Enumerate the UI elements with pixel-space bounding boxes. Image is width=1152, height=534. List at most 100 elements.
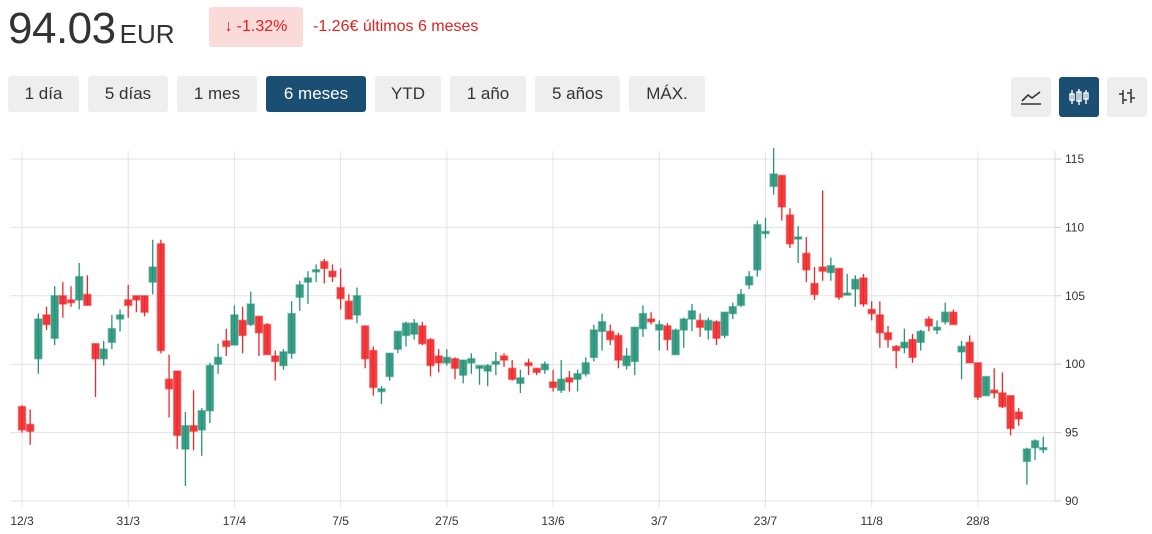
candle-body bbox=[91, 342, 100, 360]
candle-body bbox=[630, 326, 639, 363]
line-chart-button[interactable] bbox=[1011, 77, 1051, 117]
candle-body bbox=[940, 311, 950, 323]
candle-body bbox=[58, 295, 68, 305]
candle-body bbox=[916, 330, 925, 344]
candle-body bbox=[1039, 446, 1048, 451]
candle-body bbox=[320, 260, 329, 270]
range-ytd[interactable]: YTD bbox=[375, 76, 441, 112]
candle-body bbox=[99, 348, 108, 360]
candle-body bbox=[1022, 448, 1032, 463]
range-5-years[interactable]: 5 años bbox=[535, 76, 620, 112]
candle-body bbox=[908, 338, 917, 359]
candle-body bbox=[516, 377, 525, 385]
candle-body bbox=[540, 363, 550, 371]
range-selector: 1 día 5 días 1 mes 6 meses YTD 1 año 5 a… bbox=[8, 76, 705, 112]
candle-body bbox=[352, 295, 362, 316]
range-max[interactable]: MÁX. bbox=[629, 76, 705, 112]
candle-body bbox=[573, 373, 582, 380]
range-1-year[interactable]: 1 año bbox=[450, 76, 526, 112]
candle-body bbox=[434, 355, 443, 364]
candle-body bbox=[589, 329, 599, 359]
candle-body bbox=[458, 359, 468, 376]
x-tick-label: 3/7 bbox=[651, 514, 668, 528]
y-tick-label: 105 bbox=[1065, 289, 1085, 303]
candle-body bbox=[475, 364, 484, 370]
range-1-month[interactable]: 1 mes bbox=[177, 76, 257, 112]
candle-body bbox=[638, 312, 648, 330]
candle-body bbox=[973, 362, 983, 398]
candle-body bbox=[834, 267, 844, 298]
x-tick-label: 31/3 bbox=[117, 514, 141, 528]
candle-body bbox=[401, 322, 411, 337]
candle-body bbox=[483, 364, 492, 372]
candle-body bbox=[785, 214, 795, 245]
candle-body bbox=[548, 381, 558, 389]
candle-body bbox=[107, 327, 117, 344]
arrow-down-icon: ↓ bbox=[224, 18, 233, 35]
change-percent-badge: ↓ -1.32% bbox=[209, 7, 303, 47]
range-1-day[interactable]: 1 día bbox=[8, 76, 79, 112]
candle-body bbox=[467, 357, 476, 364]
x-tick-label: 17/4 bbox=[223, 514, 247, 528]
current-price: 94.03 EUR bbox=[8, 4, 175, 54]
candle-body bbox=[418, 325, 427, 345]
candle-body bbox=[597, 321, 607, 333]
candle-body bbox=[369, 349, 378, 389]
range-5-days[interactable]: 5 días bbox=[88, 76, 168, 112]
ohlc-chart-button[interactable] bbox=[1107, 77, 1147, 117]
change-percent: -1.32% bbox=[236, 18, 288, 35]
candle-body bbox=[303, 277, 313, 283]
candle-body bbox=[311, 269, 321, 273]
candle-body bbox=[989, 389, 999, 394]
candle-body bbox=[981, 375, 991, 397]
candle-body bbox=[254, 315, 264, 334]
candle-body bbox=[679, 318, 689, 331]
candle-body bbox=[74, 275, 84, 301]
candle-body bbox=[66, 299, 76, 304]
y-tick-label: 110 bbox=[1065, 220, 1084, 234]
x-tick-label: 13/6 bbox=[541, 514, 565, 528]
price-currency: EUR bbox=[119, 19, 175, 49]
x-tick-label: 23/7 bbox=[754, 514, 778, 528]
candle-body bbox=[25, 423, 35, 432]
candle-body bbox=[532, 367, 541, 374]
candle-body bbox=[900, 341, 909, 349]
candle-body bbox=[712, 321, 721, 339]
candlestick-chart-button[interactable] bbox=[1059, 77, 1099, 117]
candle-body bbox=[172, 370, 182, 437]
line-chart-icon bbox=[1021, 91, 1041, 105]
candle-body bbox=[377, 388, 386, 393]
candle-body bbox=[360, 325, 370, 360]
candle-body bbox=[744, 275, 754, 286]
candle-body bbox=[140, 295, 149, 313]
range-6-months[interactable]: 6 meses bbox=[266, 76, 366, 112]
candle-body bbox=[83, 293, 92, 307]
candle-body bbox=[998, 392, 1007, 408]
candle-body bbox=[1006, 394, 1015, 430]
candle-body bbox=[328, 270, 337, 278]
candle-body bbox=[793, 236, 803, 240]
candle-body bbox=[753, 223, 762, 271]
candle-body bbox=[156, 243, 166, 352]
candle-body bbox=[949, 311, 958, 326]
candle-body bbox=[450, 357, 460, 370]
candle-body bbox=[891, 345, 901, 352]
candle-body bbox=[556, 378, 566, 391]
x-tick-label: 27/5 bbox=[435, 514, 459, 528]
candle-body bbox=[393, 330, 403, 350]
candle-body bbox=[148, 266, 157, 283]
candle-body bbox=[271, 355, 280, 363]
change-amount: -1.26€ últimos 6 meses bbox=[313, 18, 479, 35]
candle-body bbox=[50, 295, 59, 339]
candle-body bbox=[883, 331, 893, 341]
y-tick-label: 115 bbox=[1065, 152, 1084, 166]
candle-body bbox=[336, 286, 345, 300]
candle-body bbox=[924, 318, 934, 327]
candle-body bbox=[123, 299, 133, 307]
y-tick-label: 90 bbox=[1065, 494, 1079, 508]
candle-body bbox=[655, 323, 664, 331]
x-tick-label: 7/5 bbox=[332, 514, 349, 528]
candlestick-chart: 90 95 100 105 110 115 12/3 31/3 17/4 7/5 27/5 13/6 3… bbox=[10, 148, 1085, 528]
y-tick-label: 95 bbox=[1065, 426, 1079, 440]
candle-body bbox=[932, 326, 942, 331]
